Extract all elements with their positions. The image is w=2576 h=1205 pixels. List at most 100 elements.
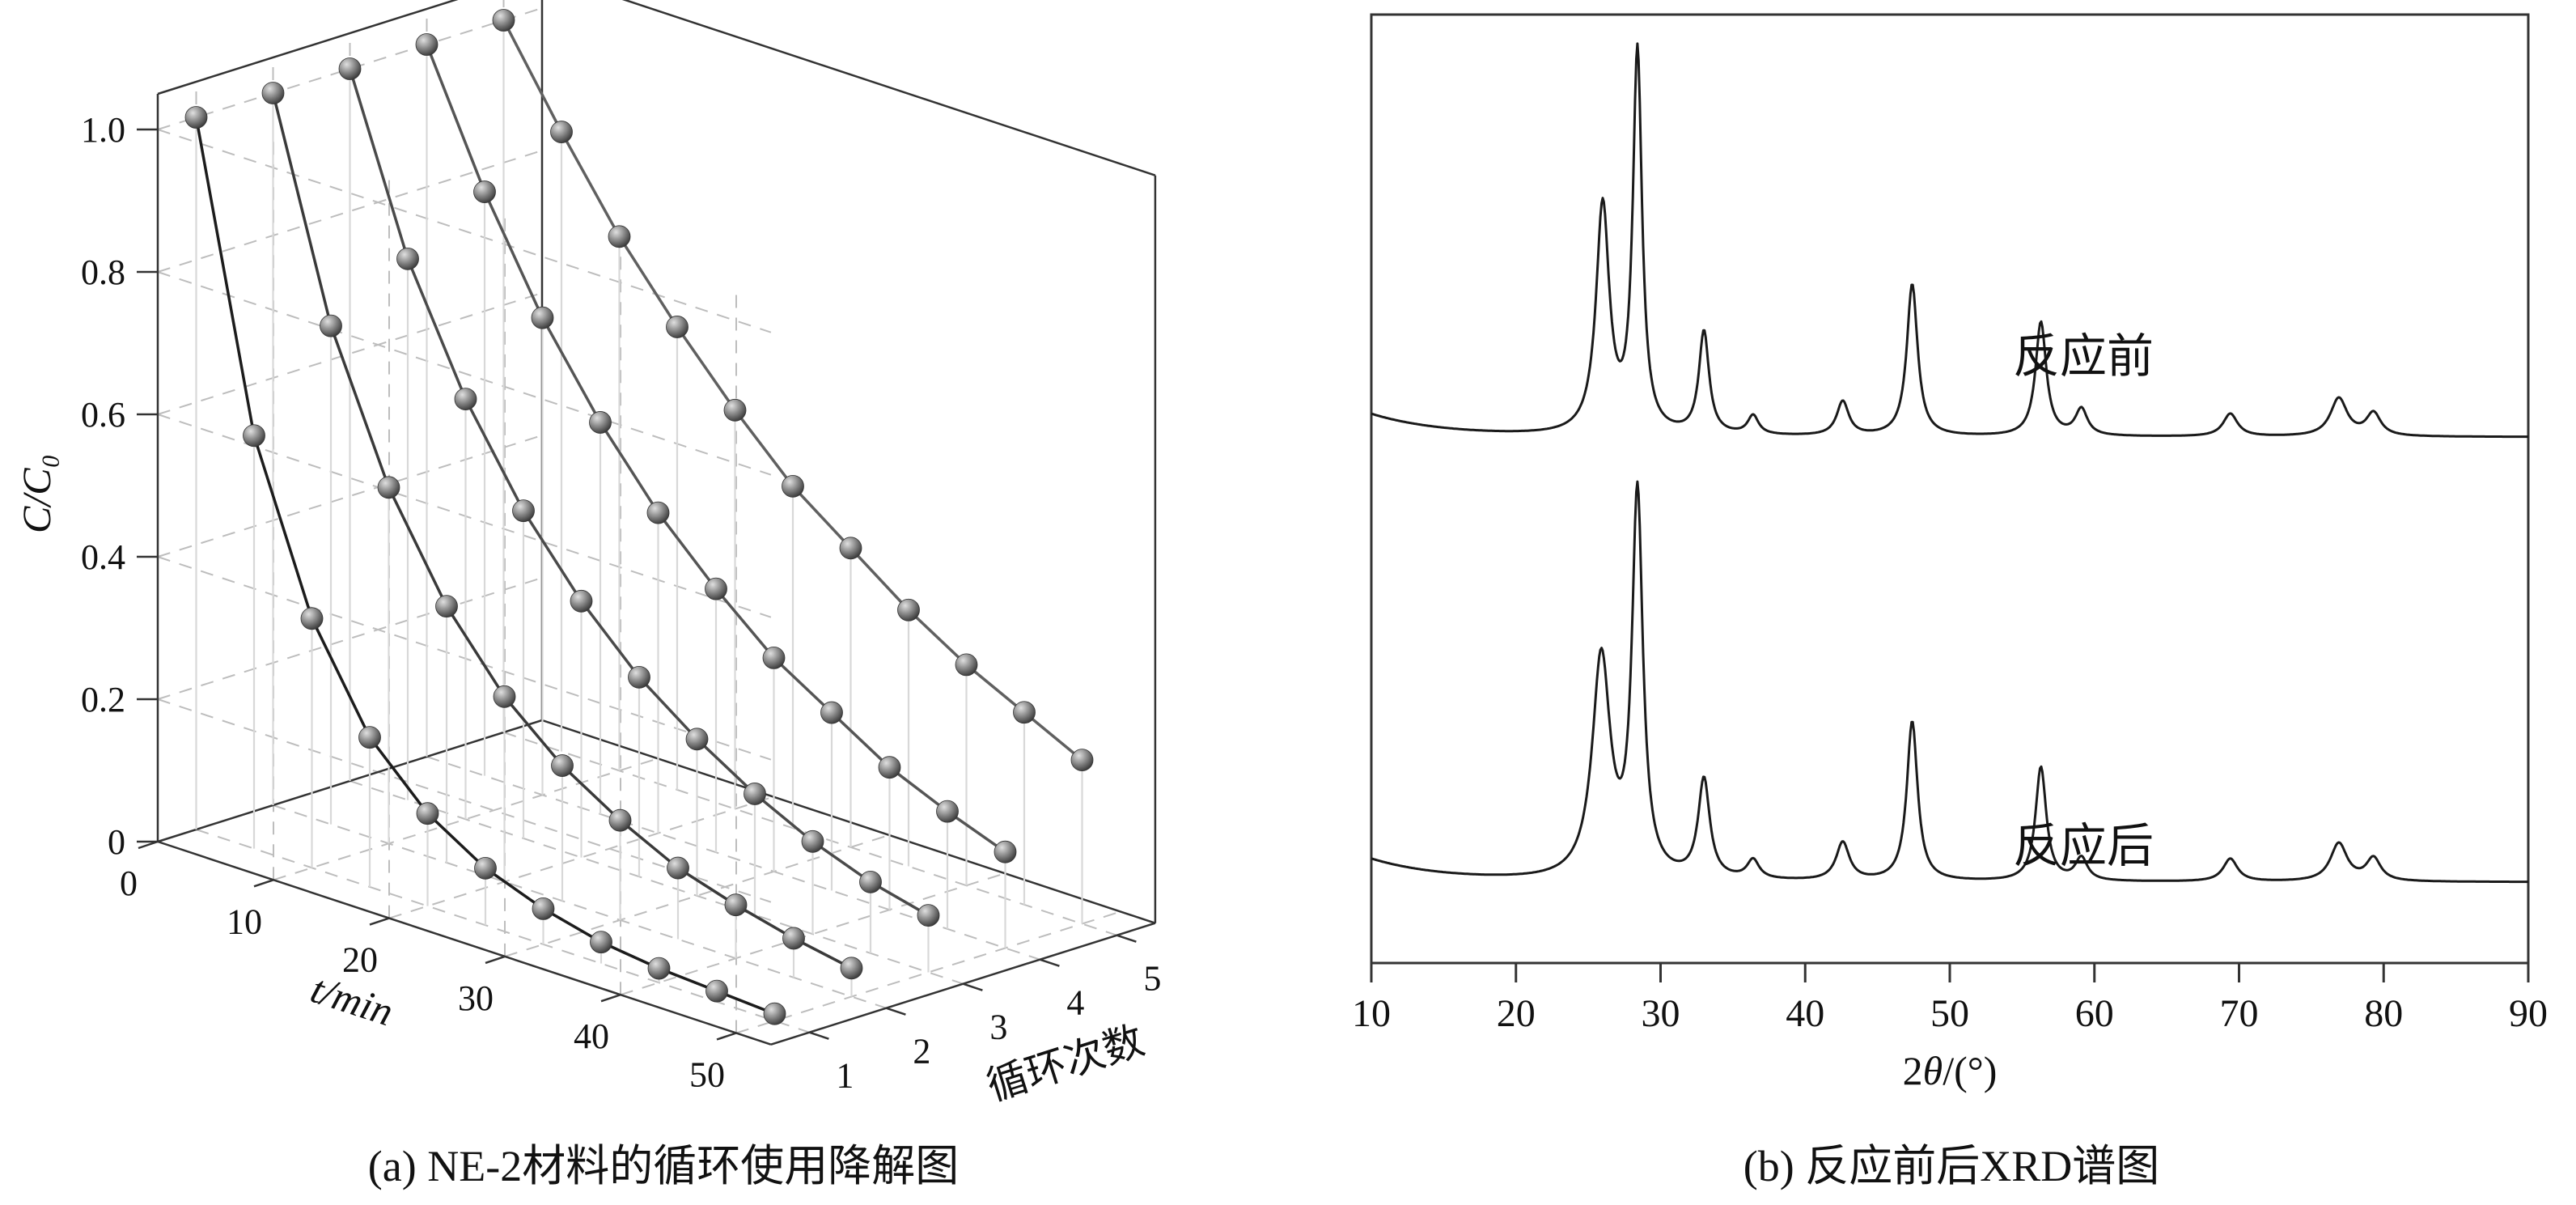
xrd-trace-after <box>1371 480 2529 884</box>
data-point-cycle-1 <box>358 726 381 749</box>
t-tick-mark <box>138 840 159 850</box>
data-point-cycle-2 <box>667 856 689 880</box>
t-tick-label: 30 <box>458 978 494 1018</box>
cycle-tick-mark <box>886 1007 906 1016</box>
data-point-cycle-3 <box>396 247 419 270</box>
box-edge <box>157 840 772 1046</box>
data-point-cycle-2 <box>320 314 342 337</box>
two-theta-tick-label: 90 <box>2509 992 2548 1035</box>
point-drop-lines <box>195 20 1083 1021</box>
data-point-cycle-2 <box>377 476 400 499</box>
data-point-cycle-2 <box>493 685 516 708</box>
cycle-tick-mark <box>809 1031 829 1040</box>
data-point-cycle-5 <box>955 653 978 677</box>
cycle-tick-label: 4 <box>1066 983 1084 1023</box>
data-point-cycle-4 <box>878 756 901 779</box>
data-point-cycle-5 <box>839 537 862 560</box>
t-tick-mark <box>716 1032 737 1041</box>
data-point-cycle-2 <box>551 754 574 777</box>
data-point-cycle-3 <box>570 589 593 613</box>
data-point-cycle-5 <box>723 398 747 422</box>
data-point-cycle-5 <box>1013 701 1036 724</box>
two-theta-tick-label: 70 <box>2220 992 2259 1035</box>
data-point-cycle-3 <box>512 499 535 523</box>
cycle-tick-mark <box>1116 934 1137 943</box>
z-tick-label: 0.8 <box>81 252 125 292</box>
two-theta-tick-label: 30 <box>1642 992 1680 1035</box>
wall-floor-gridlines <box>157 0 1121 1034</box>
time-axis-label: t/min <box>306 965 399 1034</box>
two-theta-tick-label: 10 <box>1352 992 1391 1035</box>
t-tick-label: 20 <box>342 940 378 980</box>
data-point-cycle-1 <box>416 802 439 825</box>
t-tick-mark <box>485 955 506 965</box>
gridline-z <box>157 414 772 618</box>
data-point-cycle-1 <box>647 957 671 980</box>
data-point-cycle-5 <box>782 474 804 498</box>
panel-b-xrd-chart: 10 20 30 40 50 60 70 80 90 反应前 反应后 2θ/(°) <box>1352 13 2548 1093</box>
t-tick-label: 0 <box>120 863 138 903</box>
data-point-cycle-1 <box>243 424 265 448</box>
t-tick-label: 10 <box>227 902 262 941</box>
gridline-cycle <box>273 804 887 1009</box>
data-point-cycle-1 <box>474 856 497 880</box>
gridline-cycle <box>350 780 964 985</box>
gridline-z <box>157 556 772 761</box>
cycle-tick-label: 5 <box>1143 959 1161 999</box>
data-point-cycle-5 <box>1070 749 1094 771</box>
xrd-axis-ticks: 10 20 30 40 50 60 70 80 90 <box>1352 963 2548 1035</box>
trace-label-before-reaction: 反应前 <box>2013 330 2154 383</box>
gridline-z <box>157 698 772 903</box>
data-point-cycle-3 <box>801 829 824 853</box>
data-point-cycle-1 <box>300 607 324 630</box>
data-point-cycle-1 <box>763 1002 786 1025</box>
two-theta-tick-label: 60 <box>2075 992 2114 1035</box>
data-point-cycle-3 <box>744 783 766 805</box>
data-point-cycle-4 <box>589 411 612 434</box>
data-point-cycle-2 <box>261 82 285 104</box>
cycle-tick-label: 3 <box>989 1008 1007 1047</box>
data-point-cycle-3 <box>685 728 709 751</box>
data-point-cycle-5 <box>608 225 631 248</box>
z-tick-label: 0.4 <box>81 537 125 577</box>
xrd-trace-before <box>1371 42 2529 439</box>
data-point-cycle-3 <box>628 665 650 689</box>
cycle-tick-label: 2 <box>913 1032 930 1071</box>
data-point-cycle-2 <box>840 957 863 980</box>
z-tick-label: 1.0 <box>81 110 125 150</box>
data-point-cycle-3 <box>338 57 362 80</box>
data-point-cycle-4 <box>820 701 843 724</box>
data-point-cycle-1 <box>532 897 555 920</box>
panel-a-3d-chart: 0 0.2 0.4 0.6 0.8 1.0 0 10 20 30 40 50 1 2 3 4 5 C/C₀ t/… <box>14 0 1161 1110</box>
two-theta-tick-label: 80 <box>2364 992 2403 1035</box>
data-point-cycle-2 <box>782 927 805 950</box>
data-point-cycle-5 <box>550 121 573 143</box>
z-tick-label: 0.2 <box>81 680 125 719</box>
caption-panel-b: (b) 反应前后XRD谱图 <box>1743 1142 2160 1190</box>
data-point-cycle-2 <box>724 893 748 917</box>
trace-label-after-reaction: 反应后 <box>2013 820 2154 872</box>
gridline-z <box>157 271 772 476</box>
data-point-cycle-2 <box>435 595 458 618</box>
cycle-tick-label: 1 <box>836 1056 854 1096</box>
data-point-cycle-3 <box>454 388 477 411</box>
plot-border <box>1370 13 2530 965</box>
data-point-cycle-5 <box>492 9 515 32</box>
data-point-cycle-1 <box>705 979 728 1003</box>
data-point-cycle-3 <box>917 904 940 927</box>
t-tick-mark <box>600 994 621 1003</box>
t-tick-label: 50 <box>689 1055 725 1095</box>
box-edge <box>541 719 1156 924</box>
two-theta-tick-label: 20 <box>1497 992 1536 1035</box>
data-point-cycle-4 <box>936 800 959 823</box>
t-tick-label: 40 <box>574 1016 609 1056</box>
two-theta-tick-label: 50 <box>1930 992 1969 1035</box>
data-point-cycle-1 <box>184 106 208 129</box>
data-point-cycle-4 <box>473 180 496 203</box>
two-theta-tick-label: 40 <box>1786 992 1824 1035</box>
z-axis-label: C/C₀ <box>14 454 59 533</box>
box-edge <box>157 0 459 95</box>
two-theta-axis-label: 2θ/(°) <box>1903 1048 1998 1093</box>
gridline-cycle <box>196 829 810 1033</box>
